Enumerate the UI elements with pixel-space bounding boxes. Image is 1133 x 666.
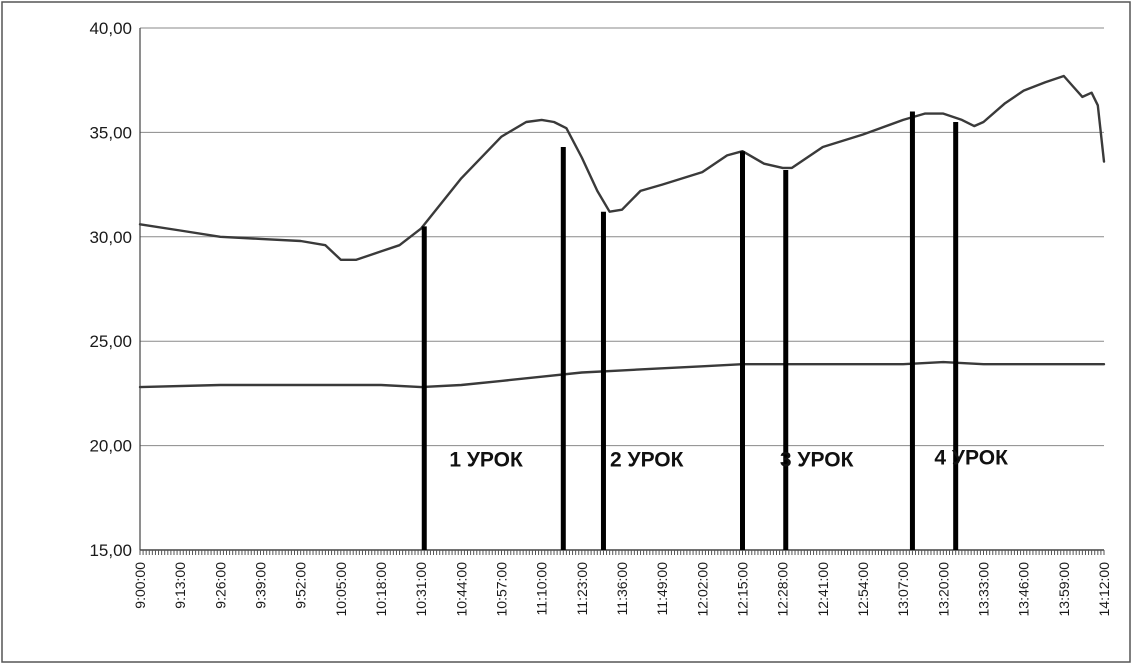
y-tick-label: 35,00 [89, 123, 132, 142]
x-tick-label: 10:18:00 [373, 562, 389, 617]
x-tick-label: 9:52:00 [293, 562, 309, 609]
y-tick-label: 20,00 [89, 437, 132, 456]
series-lines [140, 76, 1104, 387]
grid-lines [140, 28, 1104, 446]
x-tick-label: 13:33:00 [976, 562, 992, 617]
x-tick-labels: 9:00:00 9:13:00 9:26:00 9:39:00 9:52:00 10:05… [132, 562, 1112, 617]
y-tick-label: 40,00 [89, 19, 132, 38]
x-tick-label: 9:26:00 [212, 562, 228, 609]
x-tick-label: 11:49:00 [654, 562, 670, 616]
y-tick-labels: 15,00 20,00 25,00 30,00 35,00 40,00 [89, 19, 132, 560]
x-tick-label: 10:05:00 [333, 562, 349, 617]
x-tick-label: 12:02:00 [694, 562, 710, 617]
x-tick-label: 9:00:00 [132, 562, 148, 609]
x-tick-label: 10:44:00 [453, 562, 469, 617]
lesson-annotations: 1 УРОК 2 УРОК 3 УРОК 4 УРОК [449, 446, 1008, 471]
x-tick-label: 11:23:00 [574, 562, 590, 616]
x-tick-label: 13:59:00 [1056, 562, 1072, 617]
x-tick-label: 12:54:00 [855, 562, 871, 617]
x-tick-label: 12:41:00 [815, 562, 831, 617]
x-tick-label: 11:10:00 [534, 562, 550, 616]
y-tick-label: 15,00 [89, 541, 132, 560]
lesson-annotation: 3 УРОК [780, 448, 854, 471]
lesson-annotation: 2 УРОК [610, 448, 684, 471]
x-tick-label: 14:12:00 [1096, 562, 1112, 617]
lesson-annotation: 1 УРОК [449, 448, 523, 471]
x-tick-label: 10:57:00 [494, 562, 510, 617]
lesson-markers [424, 112, 955, 550]
x-tick-label: 12:28:00 [775, 562, 791, 617]
x-tick-label: 13:07:00 [895, 562, 911, 617]
y-tick-label: 30,00 [89, 228, 132, 247]
x-tick-label: 9:13:00 [172, 562, 188, 609]
x-tick-label: 12:15:00 [735, 562, 751, 617]
y-tick-label: 25,00 [89, 332, 132, 351]
x-tick-label: 13:20:00 [935, 562, 951, 617]
x-tick-label: 10:31:00 [413, 562, 429, 617]
series-line-1 [140, 76, 1104, 260]
x-tick-label: 13:46:00 [1016, 562, 1032, 617]
axes [140, 28, 1104, 550]
series-line-2 [140, 362, 1104, 387]
x-tick-label: 9:39:00 [253, 562, 269, 609]
lesson-annotation: 4 УРОК [934, 446, 1008, 469]
x-tick-label: 11:36:00 [614, 562, 630, 616]
